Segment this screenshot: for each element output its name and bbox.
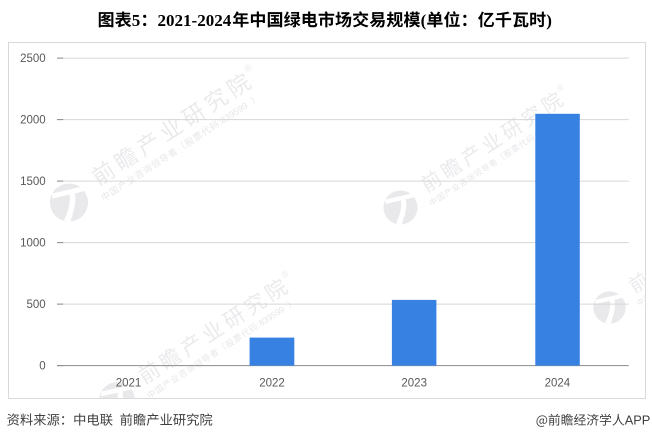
svg-text:): ) — [546, 11, 552, 30]
svg-text:(: ( — [421, 11, 427, 30]
svg-text:0: 0 — [39, 361, 45, 373]
svg-text:2022: 2022 — [259, 378, 285, 390]
svg-text:2000: 2000 — [20, 115, 46, 127]
svg-text:5: 5 — [132, 11, 141, 30]
svg-text:2021: 2021 — [116, 378, 142, 390]
svg-text::839599: :839599 — [216, 101, 249, 127]
svg-text:1500: 1500 — [20, 176, 46, 188]
svg-text:2024: 2024 — [545, 378, 571, 390]
svg-text:2500: 2500 — [20, 53, 46, 65]
svg-text:®: ® — [242, 62, 255, 76]
svg-text:2023: 2023 — [401, 378, 427, 390]
svg-text:®: ® — [555, 82, 566, 94]
svg-text:1000: 1000 — [20, 238, 46, 250]
svg-text:2021-2024: 2021-2024 — [158, 11, 232, 30]
svg-text:APP: APP — [625, 413, 651, 428]
svg-text::839599: :839599 — [255, 304, 287, 329]
svg-text:®: ® — [279, 268, 291, 281]
svg-text:500: 500 — [27, 299, 46, 311]
